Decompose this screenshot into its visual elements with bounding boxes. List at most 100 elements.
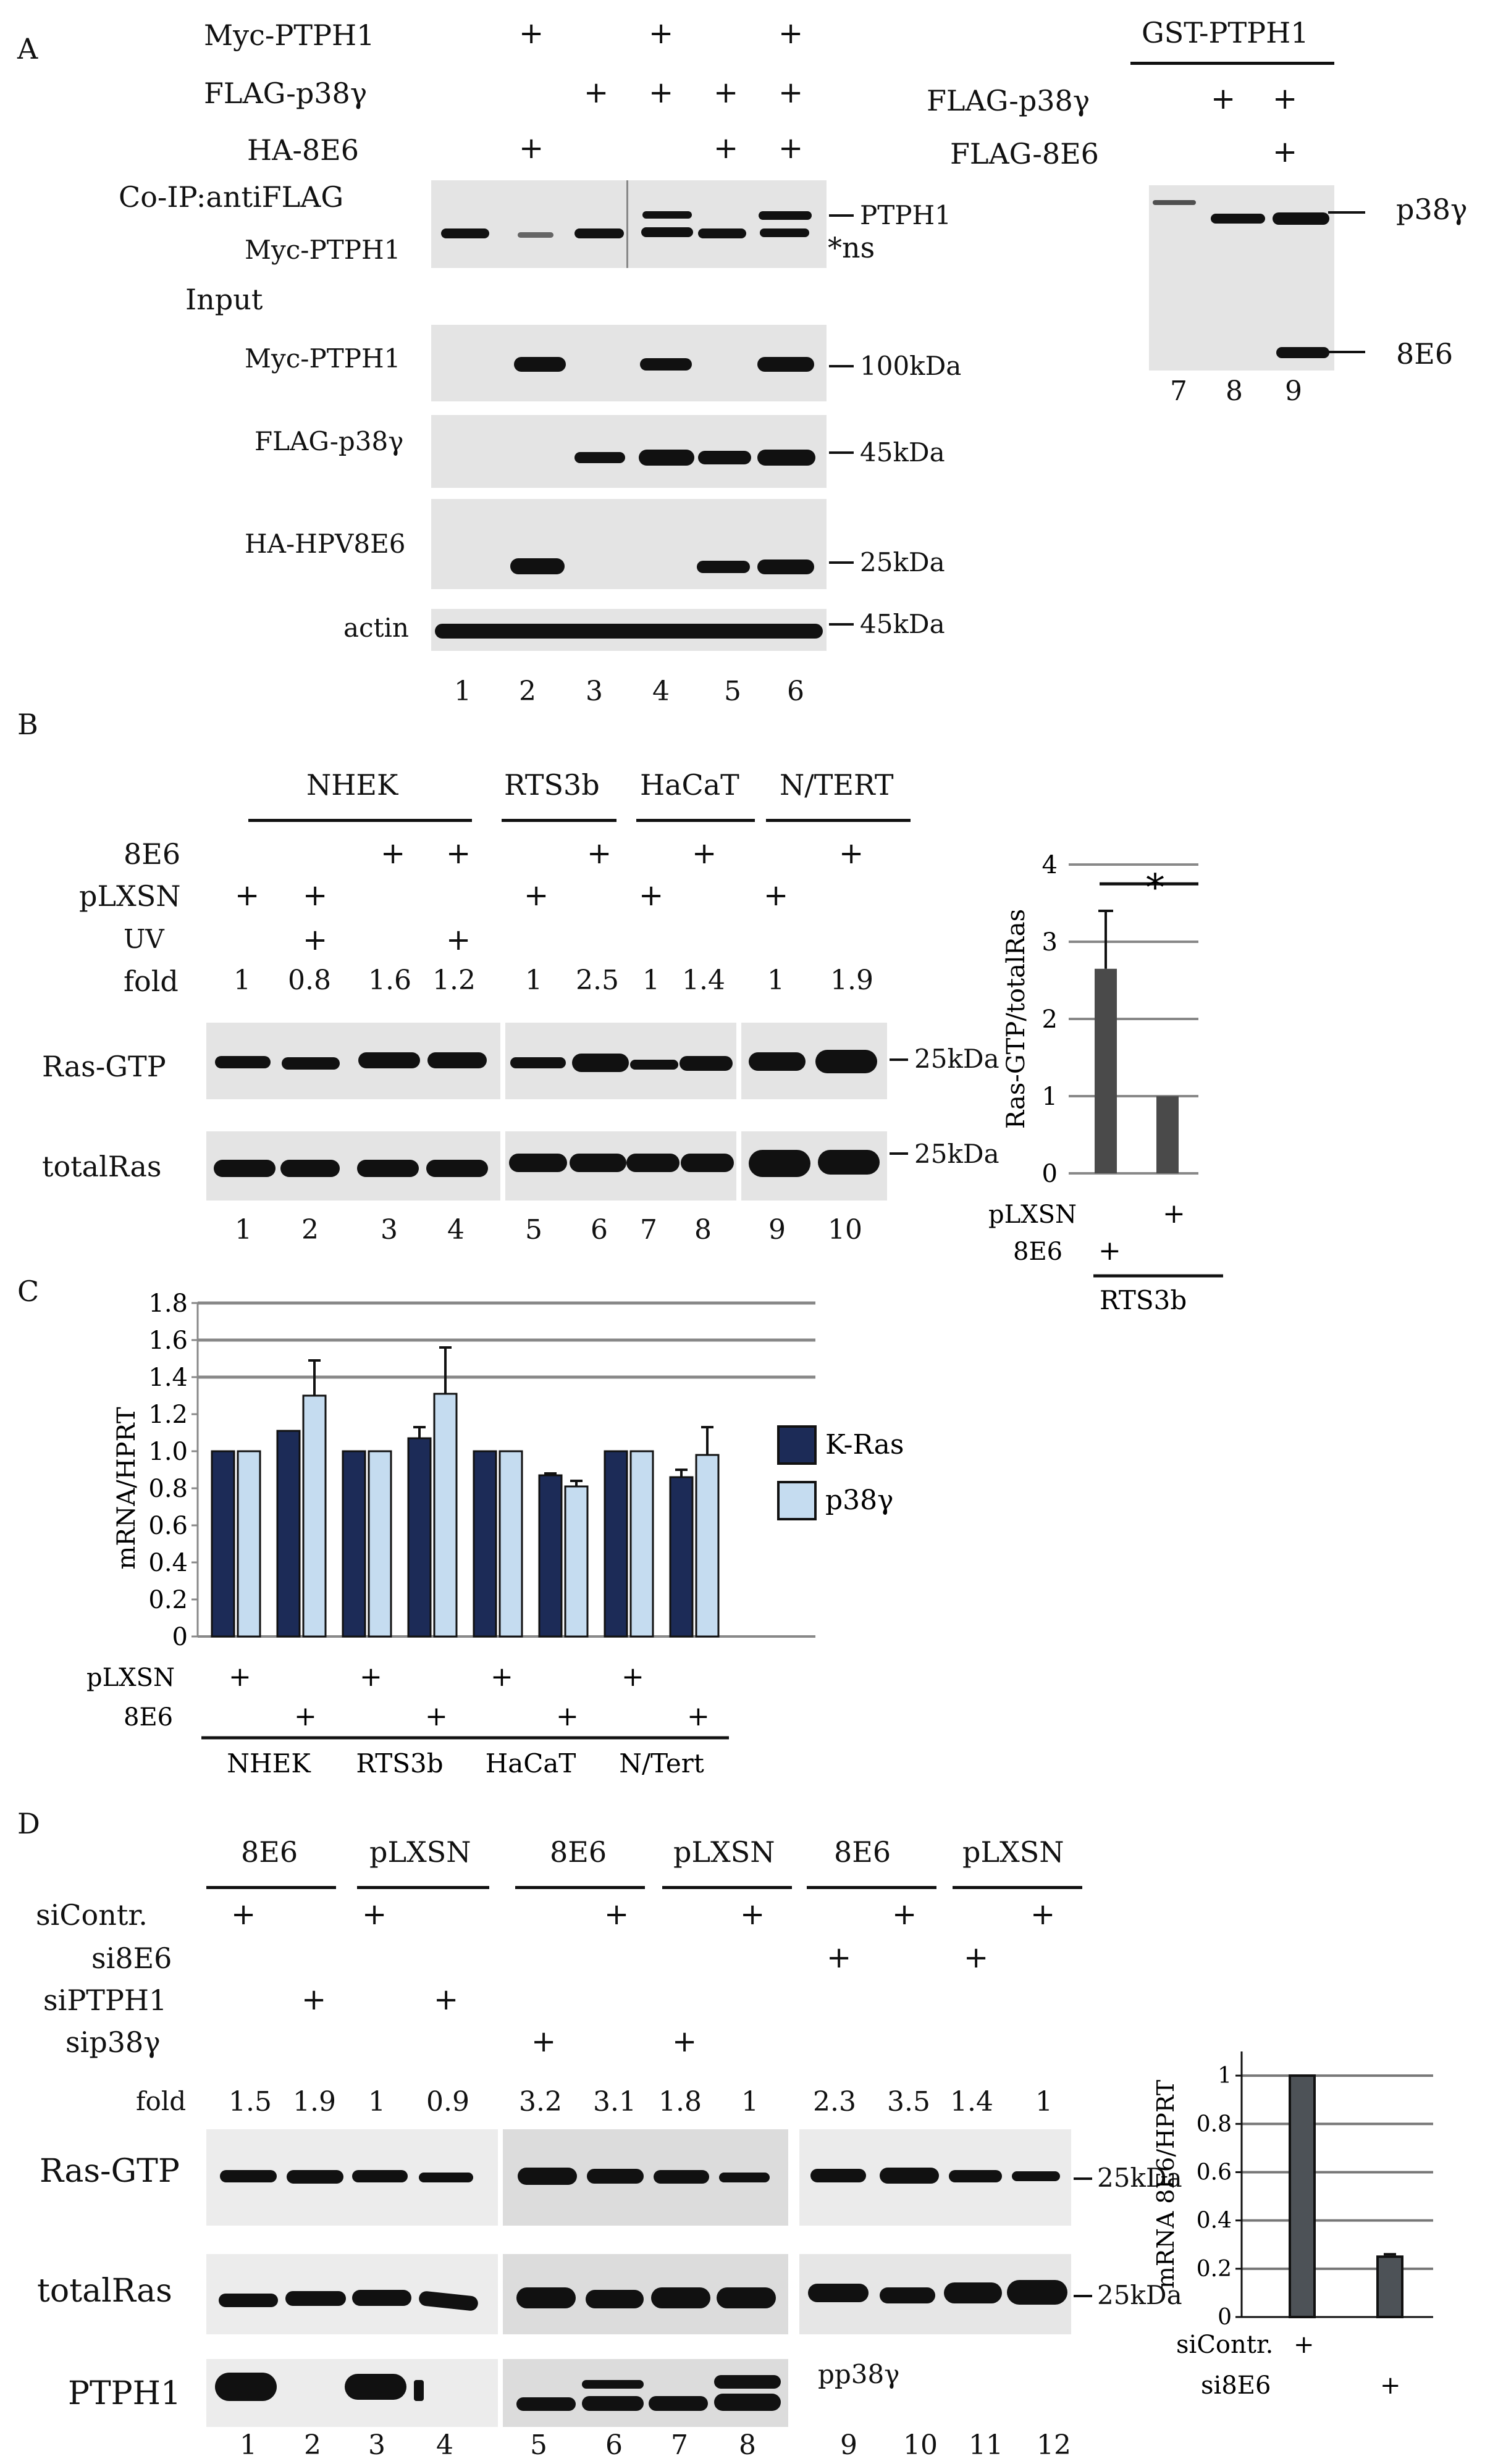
blot-d-rasgtp-1 (206, 2129, 498, 2226)
plus-plxsn: + (229, 1661, 251, 1693)
group-label: RTS3b (356, 1748, 443, 1779)
group-line-d-3 (515, 1886, 645, 1889)
band (574, 228, 624, 238)
blot-d-rasgtp-3 (799, 2129, 1071, 2226)
blot-b-total-1 (206, 1131, 500, 1201)
band (654, 2170, 709, 2184)
y-tick-label: 1.4 (148, 1364, 188, 1392)
band (1007, 2280, 1067, 2305)
band (357, 1160, 419, 1177)
band (427, 1052, 487, 1068)
plus-b-uv-l2: + (303, 923, 328, 957)
lane-a-7: 7 (1170, 375, 1187, 407)
y-tick-label: 0.6 (1197, 2160, 1232, 2185)
y-tick-label: 0.4 (1197, 2208, 1232, 2234)
group-line-nhek (248, 819, 472, 822)
fold-b-3: 1.6 (368, 965, 411, 996)
plus-a-r1-l2: + (519, 16, 544, 51)
band (516, 2287, 576, 2308)
y-tick-label: 0 (172, 1623, 188, 1651)
marker-tick (829, 451, 854, 454)
marker-tick (890, 1152, 908, 1155)
blot-b-rasgtp-3 (741, 1023, 887, 1099)
marker-tick (1328, 211, 1365, 214)
marker-45kda-actin: 45kDa (860, 609, 945, 639)
band (282, 1057, 340, 1070)
band (215, 1056, 271, 1068)
row-d-siptph1: siPTPH1 (43, 1984, 167, 2017)
lane-a-3: 3 (586, 676, 603, 707)
plus-si8e6: + (1380, 2371, 1401, 2400)
y-tick-label: 1.0 (148, 1438, 188, 1466)
plus-a-r2-l6: + (778, 75, 804, 110)
band (219, 2294, 278, 2307)
y-tick-label: 1 (1218, 2063, 1232, 2089)
plus-a-r2-l4: + (649, 75, 674, 110)
band (426, 1160, 488, 1177)
band (1273, 212, 1329, 225)
blot-b-total-3 (741, 1131, 887, 1201)
band (1012, 2171, 1060, 2181)
band (419, 2173, 473, 2182)
band (880, 2168, 939, 2184)
plus-d-si8e6-l9: + (827, 1940, 852, 1975)
band (880, 2287, 935, 2303)
blot-d-total-3 (799, 2254, 1071, 2334)
plus-d-sip38-l7: + (672, 2024, 697, 2059)
group-label-rts3b: RTS3b (1100, 1285, 1187, 1315)
plus-b-uv-l4: + (446, 923, 471, 957)
fold-d-1: 1.5 (229, 2086, 272, 2118)
plus-8e6: + (1098, 1235, 1121, 1267)
plus-a-r3-l6: + (778, 131, 804, 166)
band (572, 1054, 629, 1072)
lane-d-5: 5 (530, 2429, 547, 2461)
fold-d-3: 1 (368, 2086, 385, 2118)
band (220, 2170, 277, 2182)
row-label-sicontr: siContr. (1176, 2331, 1273, 2359)
lane-d-3: 3 (368, 2429, 385, 2461)
band (587, 2169, 644, 2184)
band (630, 1060, 678, 1070)
blot-d-ptph1-1 (206, 2359, 498, 2427)
marker-d-25kda-2: 25kDa (1097, 2280, 1182, 2310)
row-label-plxsn: pLXSN (86, 1664, 175, 1692)
gst-row-flag-8e6: FLAG-8E6 (950, 137, 1099, 170)
band (514, 357, 566, 372)
lane-a-4: 4 (652, 676, 670, 707)
fold-d-2: 1.9 (293, 2086, 336, 2118)
row-d-fold: fold (136, 2086, 187, 2116)
band (574, 452, 625, 463)
band (641, 227, 693, 237)
plus-a-r1-l4: + (649, 16, 674, 51)
bar (1289, 2074, 1316, 2318)
bar (564, 1485, 589, 1638)
lane-b-9: 9 (768, 1214, 786, 1246)
band (285, 2291, 346, 2306)
chart-d-mrna-8e6: 0 0.2 0.4 0.6 0.8 1 mRNA 8E6/HPRT siContr. + si8E… (1152, 2051, 1433, 2400)
band (352, 2290, 411, 2306)
plus-d-sip38-l5: + (531, 2024, 557, 2059)
fold-d-5: 3.2 (519, 2086, 562, 2118)
bar (695, 1454, 720, 1638)
gst-marker-p38g: p38γ (1396, 193, 1468, 226)
marker-tick (829, 214, 854, 217)
plus-d-sic-l1: + (231, 1897, 256, 1932)
band (570, 1154, 626, 1172)
plus-d-sic-l10: + (892, 1897, 917, 1932)
plus-plxsn: + (621, 1661, 644, 1693)
fold-d-11: 1.4 (950, 2086, 993, 2118)
blot-b-total-2 (505, 1131, 736, 1201)
gst-title: GST-PTPH1 (1142, 16, 1309, 49)
bar (669, 1476, 694, 1638)
blot-d-ptph1-2 (503, 2359, 788, 2427)
lane-b-6: 6 (591, 1214, 608, 1246)
row-d-si8e6: si8E6 (91, 1942, 172, 1975)
plus-gst-r1-l8: + (1211, 82, 1236, 116)
bar (538, 1474, 563, 1638)
group-label: N/Tert (619, 1748, 704, 1779)
coip-label: Co-IP:antiFLAG (119, 180, 344, 214)
band (516, 2397, 576, 2411)
fold-d-6: 3.1 (593, 2086, 636, 2118)
input-row-flag-p38g: FLAG-p38γ (255, 426, 404, 456)
plus-a-r2-l3: + (584, 75, 609, 110)
